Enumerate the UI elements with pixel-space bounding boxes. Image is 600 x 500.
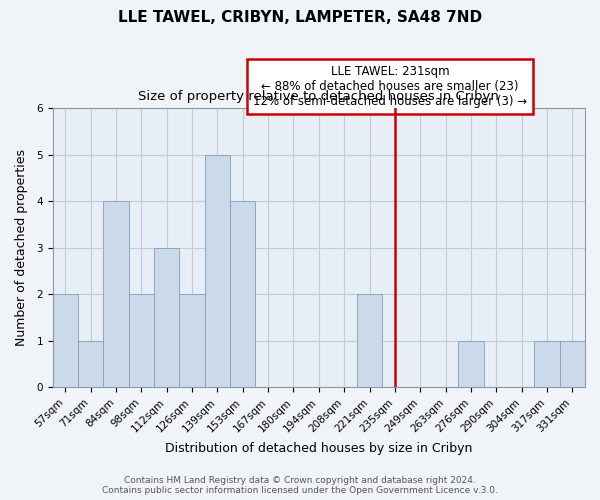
Bar <box>53 294 78 387</box>
Bar <box>154 248 179 387</box>
Bar <box>205 154 230 387</box>
Bar <box>129 294 154 387</box>
Bar <box>103 201 129 387</box>
Bar <box>357 294 382 387</box>
Text: Contains HM Land Registry data © Crown copyright and database right 2024.
Contai: Contains HM Land Registry data © Crown c… <box>102 476 498 495</box>
Text: LLE TAWEL, CRIBYN, LAMPETER, SA48 7ND: LLE TAWEL, CRIBYN, LAMPETER, SA48 7ND <box>118 10 482 25</box>
X-axis label: Distribution of detached houses by size in Cribyn: Distribution of detached houses by size … <box>165 442 473 455</box>
Y-axis label: Number of detached properties: Number of detached properties <box>15 149 28 346</box>
Title: Size of property relative to detached houses in Cribyn: Size of property relative to detached ho… <box>139 90 499 102</box>
Bar <box>458 340 484 387</box>
Bar <box>179 294 205 387</box>
Text: LLE TAWEL: 231sqm
← 88% of detached houses are smaller (23)
12% of semi-detached: LLE TAWEL: 231sqm ← 88% of detached hous… <box>253 65 527 108</box>
Bar <box>535 340 560 387</box>
Bar <box>230 201 256 387</box>
Bar <box>560 340 585 387</box>
Bar <box>78 340 103 387</box>
